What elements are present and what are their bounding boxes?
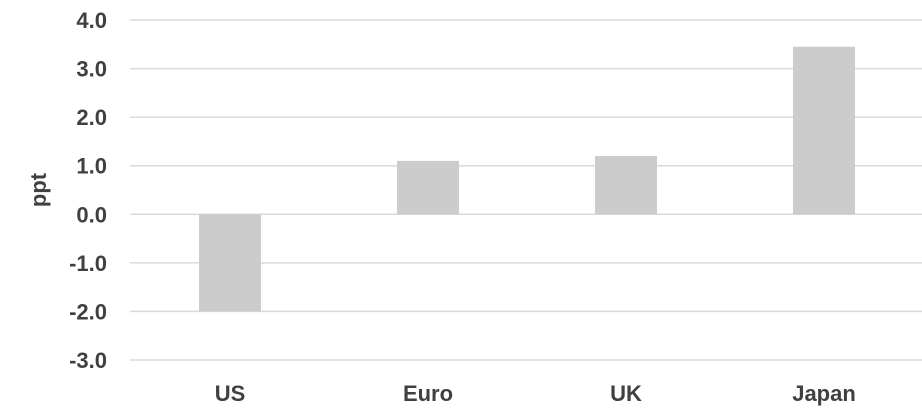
gridlines: [130, 19, 922, 361]
y-tick-label: -2.0: [69, 299, 107, 324]
bar-japan: [793, 46, 855, 215]
bar-euro: [397, 160, 459, 215]
y-tick-label: 2.0: [76, 105, 107, 130]
y-tick-label: 4.0: [76, 8, 107, 33]
y-tick-label: 3.0: [76, 57, 107, 82]
y-tick-label: 1.0: [76, 154, 107, 179]
bar-us: [199, 214, 261, 312]
y-tick-label: -1.0: [69, 251, 107, 276]
x-category-label: Euro: [403, 381, 453, 406]
bar-uk: [595, 156, 657, 215]
x-category-label: US: [215, 381, 246, 406]
x-axis-category-labels: US Euro UK Japan: [215, 381, 856, 406]
x-category-label: Japan: [792, 381, 856, 406]
bars: [199, 46, 855, 312]
y-axis-tick-labels: 4.0 3.0 2.0 1.0 0.0 -1.0 -2.0 -3.0: [69, 8, 107, 373]
x-category-label: UK: [610, 381, 642, 406]
y-axis-title: ppt: [26, 172, 51, 207]
y-tick-label: 0.0: [76, 202, 107, 227]
y-tick-label: -3.0: [69, 348, 107, 373]
